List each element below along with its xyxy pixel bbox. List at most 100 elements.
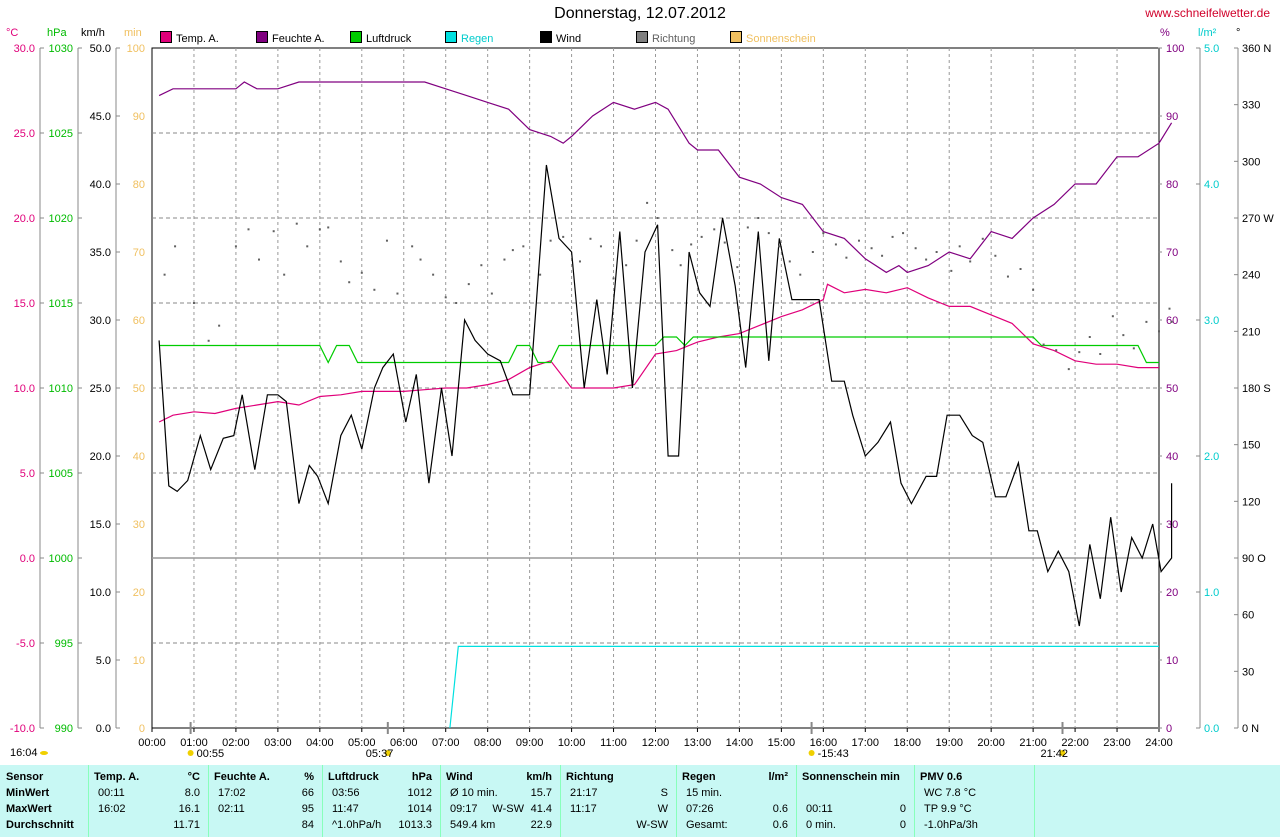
direction-point	[318, 228, 321, 231]
direction-point	[834, 243, 837, 246]
direction-point	[1042, 343, 1045, 346]
table-cell-value: 8.0	[184, 787, 200, 799]
legend-item-sunshine[interactable]: Sonnenschein	[730, 31, 816, 45]
table-header: Temp. A.	[94, 771, 140, 783]
direction-tick-label: 90 O	[1242, 553, 1266, 565]
table-cell-time: Gesamt:	[686, 819, 728, 831]
sun-icon	[40, 751, 48, 755]
table-cell-time: 07:26	[686, 803, 714, 815]
direction-point	[1067, 368, 1070, 371]
table-cell-value: 84	[301, 819, 314, 831]
direction-point	[994, 254, 997, 257]
table-cell-value: 16.1	[178, 803, 200, 815]
table-cell-value: 95	[301, 803, 314, 815]
direction-point	[1168, 307, 1171, 310]
x-tick-label: 18:00	[893, 737, 921, 749]
table-row-label: MaxWert	[6, 803, 52, 815]
table-cell-value: 15.7	[530, 787, 552, 799]
sun-unit-label: min	[124, 27, 142, 39]
direction-point	[467, 283, 470, 286]
legend-item-temp[interactable]: Temp. A.	[160, 31, 219, 45]
sun-tick-label: 90	[133, 111, 145, 123]
direction-point	[272, 230, 275, 233]
table-header-unit: °C	[187, 771, 200, 783]
temp-tick-label: 20.0	[14, 213, 35, 225]
direction-point	[455, 302, 458, 304]
temp-tick-label: 25.0	[14, 128, 35, 140]
temp-unit-label: °C	[6, 27, 19, 39]
direction-tick-label: 300	[1242, 156, 1260, 168]
legend-swatch	[730, 31, 742, 43]
humidity-unit-label: %	[1160, 27, 1170, 39]
table-column-temp: Temp. A. °C 00:11 8.0 16:02 16.1 11.71	[88, 765, 209, 837]
direction-point	[950, 269, 953, 272]
wind-tick-label: 35.0	[90, 247, 111, 259]
direction-point	[589, 237, 592, 240]
sun-side-label: 16:04	[10, 747, 38, 759]
table-column-wind: Wind km/h Ø 10 min. 15.7 09:17 W-SW 41.4 549.4 …	[440, 765, 561, 837]
temp-tick-label: 15.0	[14, 298, 35, 310]
direction-point	[1111, 315, 1114, 318]
direction-point	[490, 292, 493, 295]
direction-point	[444, 296, 447, 299]
direction-point	[419, 258, 422, 261]
table-cell-time: 16:02	[98, 803, 126, 815]
direction-point	[935, 251, 938, 253]
direction-point	[562, 235, 565, 238]
legend-swatch	[256, 31, 268, 43]
legend-item-humidity[interactable]: Feuchte A.	[256, 31, 325, 45]
direction-point	[283, 273, 286, 276]
x-tick-label: 09:00	[516, 737, 544, 749]
table-cell-note: W-SW	[492, 803, 524, 815]
pressure-tick-label: 1005	[49, 468, 73, 480]
legend-label: Feuchte A.	[272, 33, 325, 45]
wind-tick-label: 50.0	[90, 43, 111, 55]
table-cell-value: 22.9	[530, 819, 552, 831]
table-cell-value: 1012	[407, 787, 432, 799]
statistics-table: Sensor MinWert MaxWert Durchschnitt Temp. A.…	[0, 765, 1280, 837]
temp-tick-label: 0.0	[20, 553, 35, 565]
direction-tick-label: 240	[1242, 270, 1260, 282]
table-cell-time: 00:11	[98, 787, 125, 799]
direction-tick-label: 0 N	[1242, 723, 1259, 735]
table-cell-time: 0 min.	[806, 819, 836, 831]
x-tick-label: 01:00	[180, 737, 208, 749]
weather-chart: 00:00 01:00 02:00 03:00 04:00 05:00 06:00 07:00…	[10, 43, 1274, 760]
legend-item-rain[interactable]: Regen	[445, 31, 493, 45]
direction-point	[656, 217, 659, 219]
legend-item-pressure[interactable]: Luftdruck	[350, 31, 411, 45]
legend-item-direction[interactable]: Richtung	[636, 31, 695, 45]
x-tick-label: 23:00	[1103, 737, 1131, 749]
direction-tick-label: 120	[1242, 496, 1260, 508]
wind-series-line	[158, 164, 1173, 627]
humidity-tick-label: 90	[1166, 111, 1178, 123]
humidity-tick-label: 0	[1166, 723, 1172, 735]
direction-tick-label: 180 S	[1242, 383, 1271, 395]
x-tick-label: 13:00	[684, 737, 712, 749]
rain-tick-label: 5.0	[1204, 43, 1219, 55]
site-link[interactable]: www.schneifelwetter.de	[1145, 6, 1270, 20]
direction-point	[914, 247, 917, 250]
legend-swatch	[540, 31, 552, 43]
direction-point	[257, 258, 260, 261]
direction-point	[625, 264, 628, 267]
table-column-sun: Sonnenschein min 00:11 0 0 min. 0	[796, 765, 915, 837]
table-cell-time: 02:11	[218, 803, 245, 815]
legend-label: Regen	[461, 33, 494, 45]
table-header-unit: km/h	[526, 771, 552, 783]
direction-point	[1006, 275, 1009, 278]
x-tick-label: 14:00	[726, 737, 754, 749]
pressure-tick-label: 1015	[49, 298, 73, 310]
direction-tick-label: 210	[1242, 326, 1260, 338]
direction-point	[599, 245, 602, 248]
pressure-tick-label: 1010	[49, 383, 73, 395]
direction-point	[1032, 288, 1035, 291]
direction-point	[679, 264, 682, 267]
x-tick-label: 12:00	[642, 737, 670, 749]
sun-tick-label: 10	[133, 655, 145, 667]
table-header-unit: %	[304, 771, 314, 783]
legend-item-wind[interactable]: Wind	[540, 31, 581, 45]
table-cell-value: W	[657, 803, 668, 815]
rain-tick-label: 4.0	[1204, 179, 1219, 191]
sun-icon	[1059, 750, 1066, 756]
